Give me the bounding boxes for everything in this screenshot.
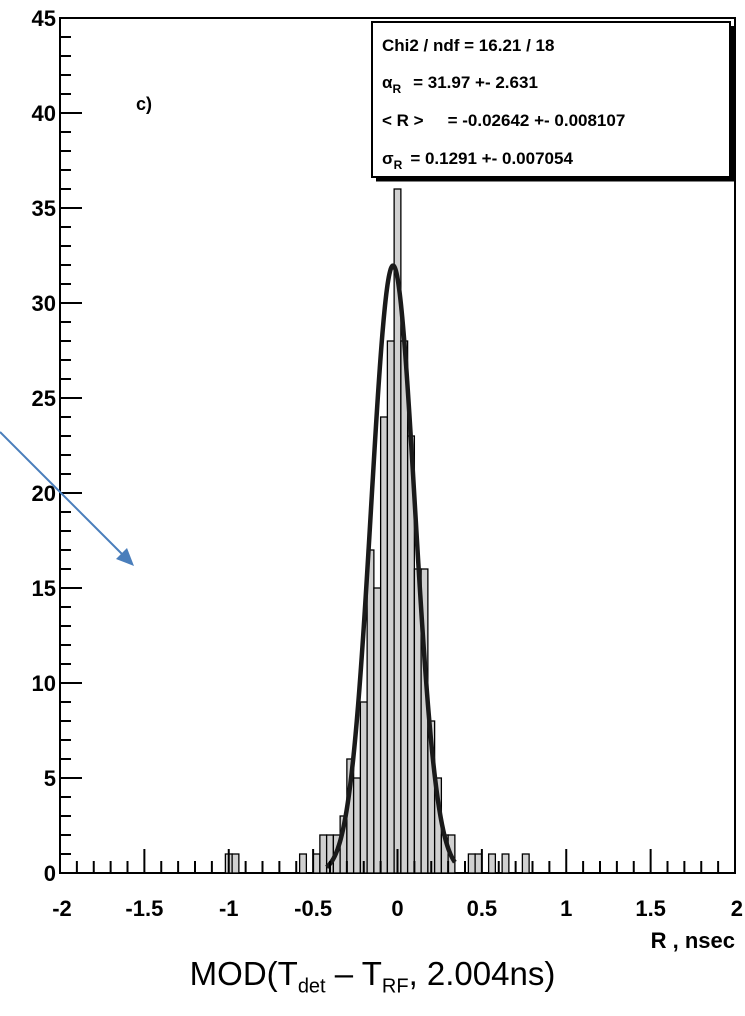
- histogram-bar: [386, 340, 395, 874]
- histogram-bar: [312, 853, 321, 874]
- x-tick-labels: -2 -1.5 -1 -0.5 0 0.5 1 1.5 2: [52, 896, 743, 921]
- caption-sub-det: det: [297, 975, 326, 998]
- x-tick-label: 0.5: [467, 896, 498, 921]
- x-tick-label: -2: [52, 896, 72, 921]
- y-tick-label: 10: [32, 671, 56, 696]
- stats-mean-label: < R >: [382, 111, 424, 130]
- stats-alpha-sub: R: [392, 82, 401, 96]
- y-tick-label: 5: [44, 766, 56, 791]
- caption-sub-rf: RF: [381, 975, 409, 998]
- y-tick-label: 25: [32, 386, 56, 411]
- x-tick-label: -1.5: [125, 896, 163, 921]
- stats-sigma: σR = 0.1291 +- 0.007054: [382, 149, 573, 172]
- caption-mid: – T: [325, 955, 382, 992]
- histogram-bar: [366, 549, 375, 874]
- stats-sigma-sub: R: [394, 158, 403, 172]
- histogram-bar: [487, 853, 497, 874]
- annotation-arrow: [0, 431, 134, 566]
- caption-suffix: , 2.004ns): [408, 955, 556, 992]
- stats-mean: < R > = -0.02642 +- 0.008107: [382, 111, 625, 130]
- histogram-bar: [298, 853, 308, 874]
- figure-caption: MOD(Tdet – TRF, 2.004ns): [0, 955, 745, 999]
- x-tick-label: 0: [391, 896, 403, 921]
- histogram-bar: [379, 416, 389, 874]
- stats-sigma-symbol: σ: [382, 149, 394, 168]
- stats-alpha-symbol: α: [382, 73, 393, 92]
- y-tick-label: 30: [32, 291, 56, 316]
- y-tick-label: 15: [32, 576, 56, 601]
- histogram-bar: [373, 587, 382, 874]
- histogram-bar: [231, 853, 240, 874]
- x-axis-label: R , nsec: [651, 928, 735, 953]
- stats-mean-value: = -0.02642 +- 0.008107: [448, 111, 626, 130]
- axis-ticks: [59, 17, 736, 874]
- x-tick-label: 2: [731, 896, 743, 921]
- histogram-bar: [319, 834, 328, 874]
- y-tick-label: 45: [32, 6, 56, 31]
- x-tick-label: 1.5: [635, 896, 666, 921]
- histogram-bar: [467, 853, 476, 874]
- stats-chi2: Chi2 / ndf = 16.21 / 18: [382, 36, 554, 55]
- x-tick-label: -0.5: [294, 896, 332, 921]
- stats-box: Chi2 / ndf = 16.21 / 18 αR = 31.97 +- 2.6…: [371, 21, 735, 182]
- x-tick-label: 1: [560, 896, 572, 921]
- histogram-bar: [501, 853, 510, 874]
- histogram-bar: [359, 701, 368, 874]
- x-tick-label: -1: [219, 896, 239, 921]
- y-tick-label: 35: [32, 196, 56, 221]
- panel-label: c): [136, 94, 152, 114]
- histogram-bar: [400, 340, 409, 874]
- stats-alpha: αR = 31.97 +- 2.631: [382, 73, 538, 96]
- histogram-bar: [474, 853, 483, 874]
- histogram-bar: [352, 777, 362, 874]
- stats-sigma-value: = 0.1291 +- 0.007054: [410, 149, 573, 168]
- y-tick-label: 0: [44, 861, 56, 886]
- y-tick-label: 40: [32, 101, 56, 126]
- caption-prefix: MOD(T: [189, 955, 298, 992]
- stats-alpha-value: = 31.97 +- 2.631: [413, 73, 538, 92]
- histogram-bar: [521, 853, 530, 874]
- gaussian-fit-curve: [325, 263, 457, 869]
